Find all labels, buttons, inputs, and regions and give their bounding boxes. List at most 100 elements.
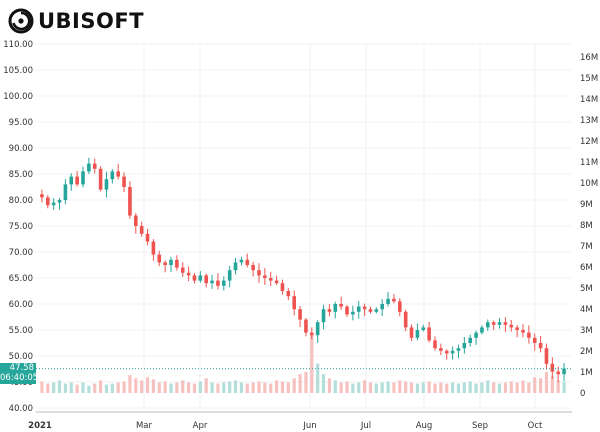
volume-bar xyxy=(110,383,114,393)
chart-grid xyxy=(36,43,572,409)
volume-bar xyxy=(480,382,484,393)
volume-bars xyxy=(40,335,566,393)
price-axis: 110.00 105.00 100.00 95.00 90.00 85.00 80.00 75… xyxy=(3,40,33,414)
volume-axis: 16M 15M 14M 13M 12M 11M 10M 9M 8M 7M 6M 5M 4M 3M 2M 1M 0 xyxy=(580,53,598,399)
volume-bar xyxy=(151,379,155,393)
candle-body xyxy=(233,262,238,271)
volume-tick-label: 5M xyxy=(580,284,593,294)
candle-body xyxy=(292,296,296,310)
volume-bar xyxy=(497,383,502,393)
price-tick-label: 55.00 xyxy=(9,326,33,336)
candle-body xyxy=(486,322,490,328)
volume-bar xyxy=(445,383,449,393)
volume-bar xyxy=(345,381,349,393)
candle-body xyxy=(46,197,50,206)
volume-tick-label: 14M xyxy=(580,95,598,105)
candle-body xyxy=(556,371,560,375)
volume-bar xyxy=(339,382,343,393)
volume-bar xyxy=(145,377,150,393)
brand-logo: UBISOFT xyxy=(8,6,144,36)
candle-body xyxy=(104,179,109,190)
volume-bar xyxy=(327,378,331,393)
volume-bar xyxy=(503,382,507,393)
volume-bar xyxy=(433,383,437,393)
volume-bar xyxy=(157,382,161,393)
candle-body xyxy=(433,340,437,349)
volume-bar xyxy=(69,382,73,393)
volume-bar xyxy=(380,382,384,393)
time-tick-label: 2021 xyxy=(28,421,52,431)
price-tick-label: 80.00 xyxy=(9,196,33,206)
volume-bar xyxy=(210,382,214,393)
candle-body xyxy=(503,322,508,325)
volume-bar xyxy=(233,380,238,393)
volume-bar xyxy=(128,375,132,393)
volume-bar xyxy=(415,383,419,393)
volume-bar xyxy=(539,378,543,393)
volume-bar xyxy=(363,380,367,393)
volume-bar xyxy=(316,363,320,393)
candle-body xyxy=(491,322,496,325)
volume-bar xyxy=(556,380,560,393)
candle-body xyxy=(69,176,74,185)
volume-bar xyxy=(427,381,431,393)
candle-body xyxy=(409,327,414,338)
candle-body xyxy=(92,163,97,169)
volume-bar xyxy=(216,383,220,393)
volume-bar xyxy=(93,383,97,393)
volume-bar xyxy=(87,385,91,393)
candle-body xyxy=(286,291,291,297)
candle-body xyxy=(521,330,525,333)
volume-bar xyxy=(392,382,396,393)
volume-tick-label: 2M xyxy=(580,347,593,357)
candle-body xyxy=(81,171,85,185)
candle-body xyxy=(439,348,443,351)
candle-body xyxy=(57,200,62,203)
volume-tick-label: 1M xyxy=(580,368,593,378)
volume-bar xyxy=(374,383,378,393)
volume-bar xyxy=(198,381,202,393)
volume-tick-label: 13M xyxy=(580,116,598,126)
volume-tick-label: 8M xyxy=(580,221,593,231)
candle-body xyxy=(515,327,519,330)
volume-bar xyxy=(386,381,390,393)
candle-body xyxy=(216,280,220,286)
candle-body xyxy=(222,280,226,286)
candle-body xyxy=(198,275,203,281)
volume-bar xyxy=(40,381,44,393)
candle-body xyxy=(134,215,138,226)
volume-tick-label: 15M xyxy=(580,74,598,84)
volume-bar xyxy=(75,384,79,393)
volume-tick-label: 7M xyxy=(580,242,593,252)
volume-bar xyxy=(269,383,273,393)
candle-body xyxy=(122,176,126,187)
volume-bar xyxy=(509,381,513,393)
candle-body xyxy=(63,184,68,200)
candle-body xyxy=(180,267,185,273)
candle-body xyxy=(398,301,402,312)
price-tick-label: 70.00 xyxy=(9,248,33,258)
time-tick-label: Jul xyxy=(360,421,371,431)
price-tick-label: 65.00 xyxy=(9,274,33,284)
volume-bar xyxy=(134,378,138,393)
volume-bar xyxy=(204,378,208,393)
volume-bar xyxy=(104,384,109,393)
candle-body xyxy=(333,304,338,312)
time-tick-label: Jun xyxy=(302,421,316,431)
volume-bar xyxy=(46,383,50,393)
candle-body xyxy=(368,309,373,312)
candle-body xyxy=(527,332,531,338)
price-tick-label: 110.00 xyxy=(3,40,33,50)
candle-body xyxy=(462,343,467,349)
candle-body xyxy=(456,348,461,351)
volume-tick-label: 16M xyxy=(580,53,598,63)
candle-body xyxy=(509,324,514,328)
volume-bar xyxy=(280,381,285,393)
volume-bar xyxy=(515,382,519,393)
volume-bar xyxy=(181,380,185,393)
volume-bar xyxy=(398,380,402,393)
price-tick-label: 75.00 xyxy=(9,222,33,232)
time-axis: 2021 Mar Apr Jun Jul Aug Sep Oct xyxy=(28,421,543,431)
candle-body xyxy=(304,319,308,333)
